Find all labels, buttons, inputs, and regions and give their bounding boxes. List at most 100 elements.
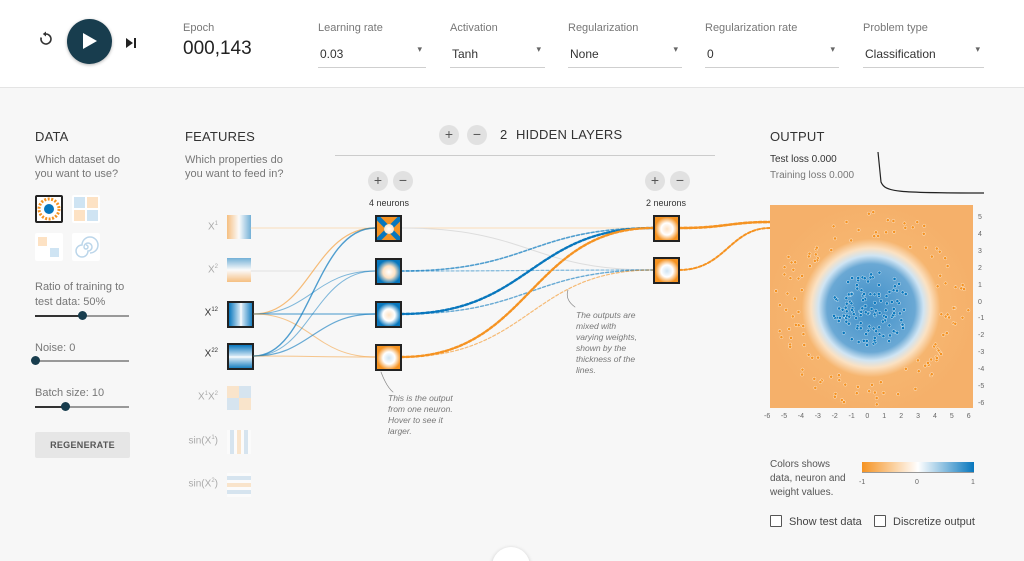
legend-line: weight values.: [770, 487, 834, 498]
data-point-blue: [849, 292, 854, 296]
add-layer-button[interactable]: +: [439, 125, 459, 145]
feature-name: X: [207, 221, 215, 233]
decision-boundary-plot: [770, 205, 973, 408]
hidden-neuron-1-3[interactable]: [375, 301, 402, 328]
discretize-output-label[interactable]: Discretize output: [893, 516, 975, 528]
data-point-blue: [879, 298, 883, 303]
noise-slider[interactable]: [31, 355, 129, 367]
data-point-blue: [873, 308, 878, 313]
learning-rate-select[interactable]: 0.03 ▾: [318, 42, 426, 68]
feature-sup: 1: [211, 435, 215, 441]
activation-select[interactable]: Tanh ▾: [450, 42, 545, 68]
hidden-neuron-1-2[interactable]: [375, 258, 402, 285]
slider-thumb[interactable]: [31, 356, 40, 365]
add-neuron-layer1-button[interactable]: +: [368, 171, 388, 191]
slider-thumb[interactable]: [61, 402, 71, 411]
data-point-blue: [900, 290, 905, 295]
features-question-2: you want to feed in?: [185, 168, 284, 180]
hidden-neuron-1-1[interactable]: [375, 215, 402, 242]
link: [253, 270, 376, 315]
data-point-blue: [856, 276, 861, 280]
data-point-blue: [846, 280, 850, 284]
data-point-orange: [867, 389, 871, 394]
data-point-orange: [871, 210, 876, 214]
hidden-neuron-1-4[interactable]: [375, 344, 402, 371]
data-point-blue: [890, 300, 894, 304]
legend-line: data, neuron and: [770, 473, 846, 484]
batch-size-slider[interactable]: [35, 401, 129, 413]
dataset-circle-thumb[interactable]: [35, 195, 63, 223]
reset-icon[interactable]: [38, 31, 54, 52]
hidden-layer-count: 2: [500, 127, 508, 142]
feature-node-sin-x2[interactable]: [227, 473, 251, 497]
feature-node-x2-squared[interactable]: [227, 343, 254, 370]
y-tick: -5: [978, 383, 985, 390]
dataset-gauss-thumb[interactable]: [35, 233, 63, 261]
data-point-orange: [934, 246, 939, 251]
x-tick: 6: [966, 413, 971, 420]
show-test-data-label[interactable]: Show test data: [789, 516, 862, 528]
data-point-orange: [903, 226, 908, 230]
data-point-orange: [939, 352, 943, 356]
floating-fab[interactable]: [492, 547, 530, 561]
remove-layer-button[interactable]: −: [467, 125, 487, 145]
data-point-orange: [945, 264, 950, 268]
data-point-orange: [801, 332, 806, 336]
hidden-neuron-2-2[interactable]: [653, 257, 680, 284]
data-point-orange: [829, 248, 834, 252]
remove-neuron-layer2-button[interactable]: −: [670, 171, 690, 191]
test-loss: Test loss 0.000: [770, 154, 837, 165]
play-button[interactable]: [67, 19, 112, 64]
data-point-orange: [837, 373, 841, 377]
feature-node-sin-x1[interactable]: [227, 430, 251, 454]
hidden-neuron-2-1[interactable]: [653, 215, 680, 242]
feature-node-x1[interactable]: [227, 215, 251, 239]
y-tick: -4: [978, 366, 985, 374]
colors-legend-text: Colors shows data, neuron and weight val…: [770, 458, 846, 500]
dataset-xor-thumb[interactable]: [72, 195, 100, 223]
link: [253, 227, 376, 357]
x-tick: 2: [899, 413, 904, 420]
data-point-orange: [796, 276, 801, 281]
show-test-data-checkbox[interactable]: [770, 515, 782, 527]
data-point-orange: [896, 392, 900, 397]
dataset-spiral-thumb[interactable]: [72, 233, 100, 261]
feature-node-x2[interactable]: [227, 258, 251, 282]
output-heatmap[interactable]: [770, 205, 973, 408]
neuron-output-note: This is the output from one neuron. Hove…: [388, 393, 453, 437]
link: [253, 270, 376, 357]
regularization-select[interactable]: None ▾: [568, 42, 682, 68]
top-toolbar: Epoch 000,143 Learning rate 0.03 ▾ Activ…: [0, 0, 1024, 88]
data-point-blue: [877, 311, 882, 315]
regularization-rate-select[interactable]: 0 ▾: [705, 42, 839, 68]
step-icon[interactable]: [125, 34, 137, 54]
data-point-blue: [861, 298, 865, 302]
activation-label: Activation: [450, 22, 498, 34]
data-point-orange: [800, 372, 804, 377]
data-point-orange: [929, 372, 934, 377]
ratio-slider[interactable]: [35, 310, 129, 322]
add-neuron-layer2-button[interactable]: +: [645, 171, 665, 191]
data-title: DATA: [35, 129, 69, 144]
chevron-down-icon: ▾: [975, 44, 980, 54]
problem-type-select[interactable]: Classification ▾: [863, 42, 984, 68]
y-tick: 5: [978, 214, 982, 221]
data-point-blue: [859, 326, 863, 331]
data-point-blue: [899, 318, 904, 322]
data-point-orange: [938, 273, 943, 278]
batch-size-label: Batch size: 10: [35, 387, 105, 399]
data-point-blue: [871, 326, 876, 331]
data-point-orange: [833, 392, 838, 396]
regenerate-button[interactable]: REGENERATE: [35, 432, 130, 458]
remove-neuron-layer1-button[interactable]: −: [393, 171, 413, 191]
y-tick: -1: [978, 315, 985, 323]
data-point-blue: [869, 272, 873, 277]
feature-node-x1x2[interactable]: [227, 386, 251, 410]
feature-node-x1-squared[interactable]: [227, 301, 254, 328]
data-point-blue: [859, 288, 864, 293]
discretize-output-checkbox[interactable]: [874, 515, 886, 527]
slider-thumb[interactable]: [78, 311, 87, 320]
epoch-value: 000,143: [183, 38, 252, 59]
data-point-orange: [808, 264, 812, 268]
data-point-orange: [939, 312, 944, 317]
